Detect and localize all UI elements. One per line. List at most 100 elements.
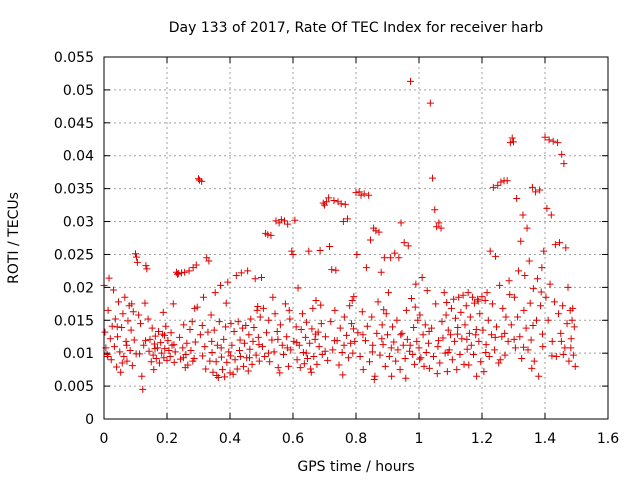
data-point [472, 331, 480, 339]
data-point [255, 357, 263, 365]
data-point [269, 293, 277, 301]
data-point [240, 362, 248, 370]
data-point [554, 139, 562, 147]
data-point [511, 344, 519, 352]
data-point [224, 278, 232, 286]
data-point [555, 239, 563, 247]
data-point [150, 340, 158, 348]
data-point [341, 200, 349, 208]
data-point [561, 344, 569, 352]
data-point [218, 366, 226, 374]
data-point [127, 326, 135, 334]
data-point [397, 219, 405, 227]
data-point [450, 295, 458, 303]
x-tick-label: 0.2 [156, 431, 178, 447]
data-point [416, 355, 424, 363]
data-point [139, 385, 147, 393]
data-point [416, 311, 424, 319]
data-point [277, 216, 285, 224]
data-point [519, 211, 527, 219]
data-point [237, 269, 245, 277]
data-point [431, 206, 439, 214]
data-point [230, 327, 238, 335]
data-point [283, 344, 291, 352]
data-point [263, 329, 271, 337]
data-point [467, 341, 475, 349]
data-point [455, 293, 463, 301]
data-point [234, 318, 242, 326]
data-point [252, 351, 260, 359]
data-point [106, 335, 114, 343]
data-point [225, 348, 233, 356]
data-point [291, 216, 299, 224]
data-point [521, 272, 529, 280]
data-point [124, 317, 132, 325]
data-point [284, 220, 292, 228]
data-point [298, 310, 306, 318]
data-point [536, 186, 544, 194]
data-point [137, 320, 145, 328]
data-point [188, 318, 196, 326]
data-point [518, 354, 526, 362]
data-point [294, 284, 302, 292]
y-tick-labels: 0 0.005 0.01 0.015 0.02 0.025 0.03 0.035 0.04 0.0… [54, 50, 94, 428]
data-point [236, 352, 244, 360]
data-point [433, 223, 441, 231]
data-point [368, 313, 376, 321]
data-point [251, 275, 259, 283]
data-point [177, 355, 185, 363]
data-point [452, 314, 460, 322]
data-point [158, 349, 166, 357]
data-point [546, 280, 554, 288]
data-point [351, 337, 359, 345]
data-point [228, 341, 236, 349]
data-point [444, 326, 452, 334]
data-point [271, 310, 279, 318]
data-point [254, 302, 262, 310]
data-point [264, 231, 272, 239]
data-point [290, 337, 298, 345]
data-point [303, 318, 311, 326]
data-point [393, 316, 401, 324]
data-point [315, 343, 323, 351]
data-point [312, 330, 320, 338]
data-point [186, 325, 194, 333]
data-point [274, 364, 282, 372]
data-point [404, 242, 412, 250]
x-tick-label: 0.6 [282, 431, 304, 447]
data-point [160, 331, 168, 339]
data-point [331, 337, 339, 345]
data-point [232, 272, 240, 280]
data-point [283, 333, 291, 341]
data-point [569, 351, 577, 359]
data-point [307, 368, 315, 376]
data-point [128, 362, 136, 370]
data-point [299, 349, 307, 357]
data-point [502, 313, 510, 321]
data-point [249, 337, 257, 345]
data-point [510, 335, 518, 343]
data-point [483, 289, 491, 297]
data-point [339, 218, 347, 226]
data-point [526, 299, 534, 307]
data-point [310, 352, 318, 360]
data-point [179, 354, 187, 362]
data-point [159, 308, 167, 316]
data-point [114, 333, 122, 341]
data-point [380, 306, 388, 314]
data-point [501, 351, 509, 359]
data-point [366, 358, 374, 366]
data-point [365, 191, 373, 199]
data-point [504, 337, 512, 345]
data-point [482, 349, 490, 357]
data-point [274, 335, 282, 343]
data-point [506, 291, 514, 299]
data-point [477, 358, 485, 366]
data-point [297, 325, 305, 333]
data-point [259, 304, 267, 312]
data-point [104, 306, 112, 314]
data-point [520, 343, 528, 351]
data-point [200, 293, 208, 301]
data-point [183, 339, 191, 347]
